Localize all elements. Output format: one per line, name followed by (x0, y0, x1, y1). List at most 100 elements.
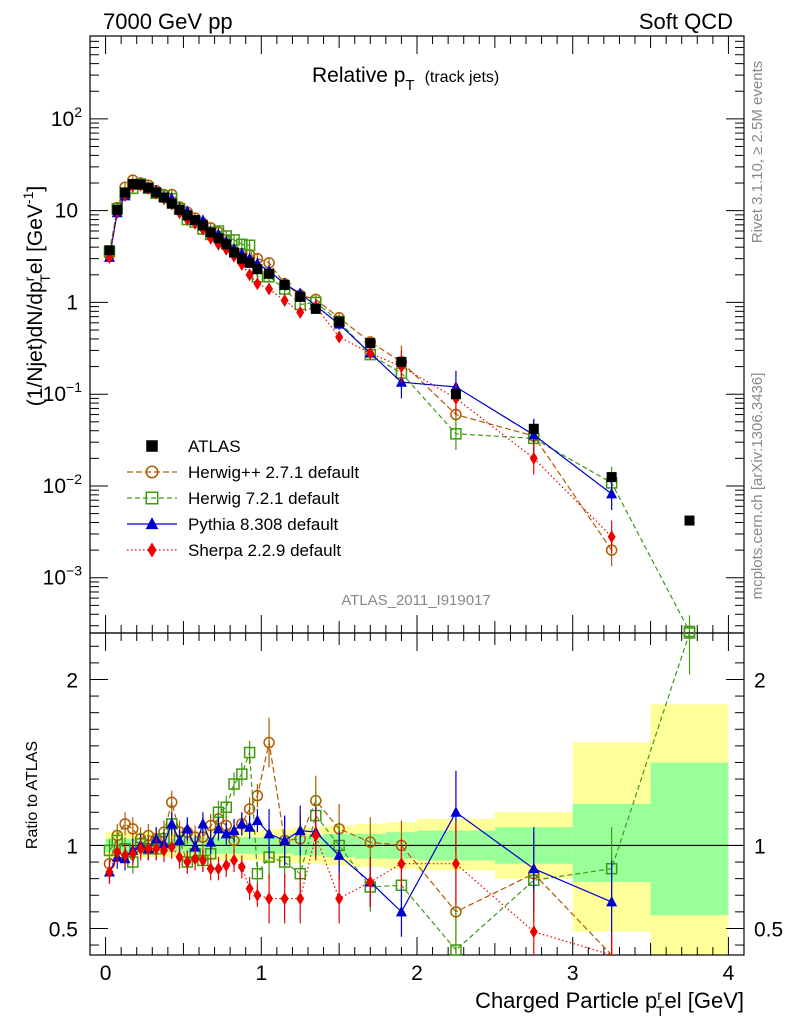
legend-marker-1 (145, 465, 159, 479)
ratio-point-2 (528, 862, 540, 874)
main-series-line-1 (108, 179, 613, 551)
ratio-y-tick-label: 1 (66, 835, 78, 858)
main-point-0 (143, 182, 154, 193)
x-axis-label: Charged Particle pr Tel [GeV] (475, 987, 744, 1019)
ratio-point-0 (251, 789, 264, 802)
main-y-tick-mantissa: 10 (55, 200, 78, 223)
main-point-0 (190, 215, 201, 226)
main-point-0 (334, 316, 345, 327)
main-point-0 (264, 268, 275, 279)
main-point-0 (135, 179, 146, 190)
x-tick-label: 4 (723, 962, 735, 985)
ratio-y-tick-label-right: 2 (754, 669, 766, 692)
ratio-point-3 (529, 925, 538, 939)
main-point-0 (236, 253, 247, 264)
ratio-point-3 (253, 888, 262, 902)
main-series-4 (105, 178, 616, 553)
legend: ATLAS Herwig++ 2.7.1 default Herwig 7.2.1 … (127, 437, 359, 560)
ratio-point-1 (228, 778, 240, 790)
rivet-label: Rivet 3.1.10, ≥ 2.5M events (749, 61, 766, 244)
main-title: Relative pT (track jets) (312, 64, 499, 94)
main-point-0 (252, 264, 263, 275)
main-y-tick-label: 10−3 (43, 563, 83, 590)
ratio-point-3 (152, 842, 161, 856)
ratio-y-tick-label-right: 0.5 (754, 918, 783, 941)
main-point-4 (253, 277, 262, 291)
legend-label-1: Herwig++ 2.7.1 default (188, 463, 359, 482)
ratio-point-3 (144, 842, 153, 856)
ratio-point-1 (450, 944, 462, 956)
x-tick-label: 3 (567, 962, 579, 985)
main-point-4 (335, 330, 344, 344)
main-point-0 (158, 192, 169, 203)
main-series-line-3 (108, 183, 612, 495)
main-series-2 (103, 178, 696, 638)
main-point-0 (396, 356, 407, 367)
x-tick-label: 1 (255, 962, 267, 985)
main-y-tick-label: 10 (55, 200, 78, 223)
legend-marker-4 (147, 542, 157, 558)
main-point-0 (112, 204, 123, 215)
main-y-tick-label: 1 (66, 291, 78, 314)
main-series-line-2 (108, 183, 691, 632)
legend-marker-3 (145, 517, 159, 530)
ratio-point-1 (683, 627, 696, 639)
legend-marker-0 (146, 440, 158, 452)
ratio-y-axis-label: Ratio to ATLAS (24, 741, 41, 849)
main-point-0 (151, 187, 162, 198)
header-right: Soft QCD (639, 9, 733, 34)
ratio-point-3 (230, 853, 239, 867)
ratio-point-3 (245, 882, 254, 896)
ratio-point-3 (167, 840, 176, 854)
main-point-0 (213, 233, 224, 244)
ratio-point-2 (279, 834, 291, 845)
ratio-point-3 (121, 848, 130, 862)
main-y-tick-mantissa: 10 (51, 108, 74, 131)
main-series-0 (104, 179, 695, 526)
legend-label-0: ATLAS (188, 437, 241, 456)
main-point-4 (245, 268, 254, 282)
ratio-y-tick-label: 2 (66, 669, 78, 692)
ratio-point-1 (251, 867, 264, 880)
main-y-tick-exponent: −3 (66, 563, 82, 579)
ratio-point-3 (451, 857, 460, 871)
main-y-tick-exponent: 2 (74, 104, 82, 120)
mcplots-label: mcplots.cern.ch [arXiv:1306.3436] (749, 373, 766, 600)
main-point-0 (127, 179, 138, 190)
ratio-point-3 (311, 828, 320, 842)
main-y-tick-label: 10−2 (43, 471, 83, 498)
main-point-2 (243, 239, 256, 251)
main-point-0 (229, 247, 240, 258)
ratio-point-3 (159, 843, 168, 857)
ratio-point-3 (175, 850, 184, 864)
legend-label-4: Sherpa 2.2.9 default (188, 541, 341, 560)
main-point-0 (528, 423, 539, 434)
main-point-0 (244, 257, 255, 268)
main-point-0 (606, 472, 617, 483)
ratio-point-1 (236, 768, 248, 780)
main-y-tick-label: 102 (51, 104, 82, 131)
main-point-2 (450, 428, 462, 440)
legend-label-2: Herwig 7.2.1 default (188, 489, 339, 508)
main-point-0 (221, 239, 232, 250)
ratio-series-line-3 (108, 833, 612, 956)
main-point-4 (607, 530, 616, 544)
ratio-series-3 (105, 810, 613, 956)
ratio-series-line-0 (108, 742, 613, 956)
main-y-tick-mantissa: 10 (43, 383, 66, 406)
main-y-tick-label: 10−1 (43, 379, 83, 406)
ratio-point-3 (105, 865, 114, 879)
main-point-0 (295, 291, 306, 302)
main-series-1 (103, 174, 618, 567)
legend-label-3: Pythia 8.308 default (188, 515, 339, 534)
ratio-point-0 (263, 736, 275, 749)
main-point-0 (197, 220, 208, 231)
main-point-0 (684, 515, 695, 526)
main-y-axis-label: (1/Njet)dN/dprTel [GeV-1] (20, 186, 53, 406)
main-y-tick-exponent: −1 (66, 379, 82, 395)
main-point-0 (279, 279, 290, 290)
main-point-0 (166, 198, 177, 209)
ratio-point-3 (136, 842, 145, 856)
x-tick-label: 0 (100, 962, 112, 985)
